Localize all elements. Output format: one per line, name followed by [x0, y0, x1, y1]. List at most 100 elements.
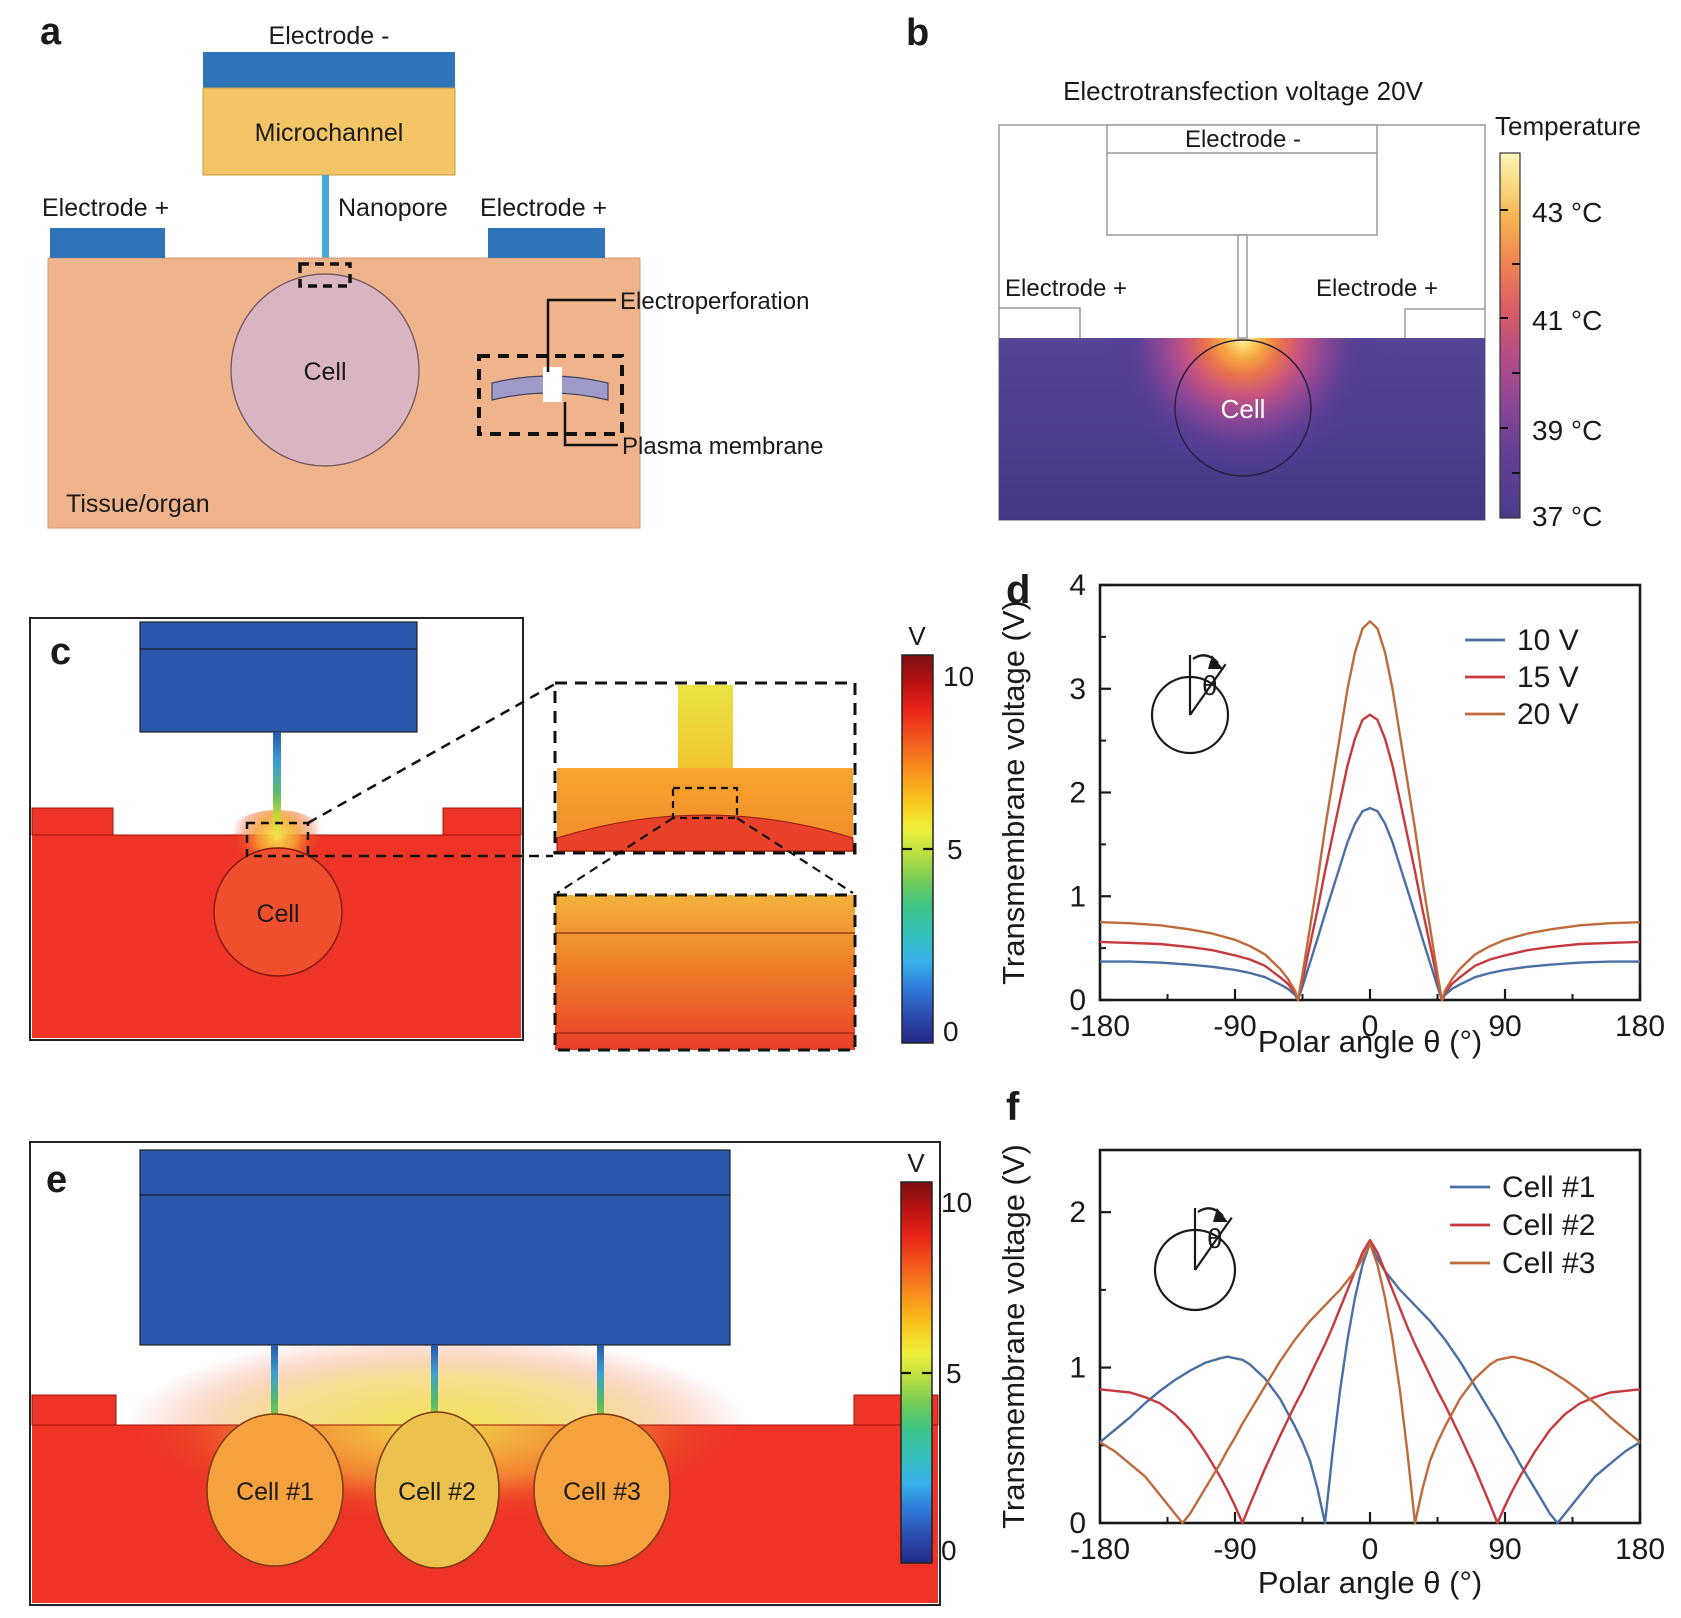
inset-1: [553, 681, 857, 855]
y-tick-label: 2: [1069, 1196, 1086, 1229]
x-tick-label: -90: [1213, 1533, 1256, 1566]
temp-tick-37: 37 °C: [1532, 501, 1602, 532]
theta-inset-radius: [1194, 1216, 1233, 1271]
panel-d-chart: d -180 -90 0 90 180 0 1 2 3 4 10 V 15 V 20 V Polar ang…: [996, 568, 1665, 1059]
electrode-pos-right-label: Electrode +: [1316, 275, 1438, 302]
inset2-dashed-border: [553, 893, 857, 1052]
y-tick-label: 0: [1069, 984, 1086, 1017]
cell-label: Cell: [1221, 394, 1266, 424]
series-10-v: [1100, 806, 1640, 1002]
temperature-colorbar: [1499, 152, 1521, 519]
x-axis-label: Polar angle θ (°): [1258, 1024, 1482, 1059]
tissue-label: Tissue/organ: [66, 490, 210, 518]
x-tick-label: 0: [1362, 1010, 1379, 1043]
inset1-dashed-border: [553, 681, 857, 855]
nanopore-contact-dashed-box: [298, 262, 352, 288]
voltage-colorbar-title: V: [907, 1148, 925, 1178]
microchannel-shape: [202, 87, 456, 176]
cell-shape: [213, 847, 343, 977]
temperature-colorbar-ticks: [1500, 209, 1520, 474]
theta-inset-label: θ: [1202, 670, 1218, 701]
series-15-v: [1099, 713, 1641, 1002]
zoom-region-dashed-box: [245, 821, 310, 858]
panel-e-label: e: [46, 1159, 67, 1201]
y-tick-label: 0: [1069, 1507, 1086, 1540]
cell-2-label: Cell #2: [398, 1478, 476, 1506]
v-tick-5: 5: [947, 834, 963, 865]
legend-label: 15 V: [1517, 661, 1579, 694]
cell-3-shape: [533, 1413, 671, 1567]
panel-letter: d: [1006, 568, 1030, 612]
nanochannel-2: [431, 1345, 438, 1425]
electrode-neg-outline: [1106, 124, 1378, 236]
x-tick-label: -180: [1070, 1533, 1130, 1566]
inset1-zoom-box: [671, 786, 739, 820]
panel-a: a Electrode - Microchannel Nanopore Elec…: [40, 11, 823, 529]
microchannel-label: Microchannel: [255, 119, 404, 147]
panel-b: b Electrotransfection voltage 20V Electr…: [906, 12, 1641, 532]
voltage-colorbar-title: V: [908, 621, 926, 651]
plasma-membrane-label: Plasma membrane: [622, 433, 823, 460]
y-axis-label: Transmembrane voltage (V): [996, 1144, 1031, 1529]
y-tick-label: 3: [1069, 673, 1086, 706]
electrode-pos-right-notch: [1404, 308, 1485, 338]
nanochannel-outline: [1237, 234, 1248, 339]
x-axis-label: Polar angle θ (°): [1258, 1565, 1482, 1600]
plot-border: [1098, 1148, 1642, 1525]
v-tick-10: 10: [943, 661, 974, 692]
legend-label: Cell #1: [1502, 1171, 1595, 1204]
panel-e: e Cell #1 Cell #2 Cell #3 V 10 5 0: [29, 1141, 972, 1606]
panel-letter: f: [1006, 1085, 1020, 1129]
theta-inset-arrowhead: [1208, 655, 1223, 669]
inset2-gradient: [555, 895, 855, 1050]
membrane-inset-dashed-box: [477, 354, 624, 436]
x-tick-label: 0: [1362, 1533, 1379, 1566]
electrode-neg-shape: [203, 52, 455, 88]
electroperforation-gap: [543, 367, 562, 402]
microchannel-block: [139, 621, 418, 733]
inset2-connector-left: [556, 817, 674, 894]
y-tick-label: 1: [1069, 880, 1086, 913]
plasma-membrane-connector: [563, 402, 618, 447]
temp-tick-39: 39 °C: [1532, 415, 1602, 446]
panel-b-label: b: [906, 12, 929, 54]
inset-2: [553, 893, 857, 1052]
y-tick-label: 1: [1069, 1352, 1086, 1385]
legend-label: 10 V: [1517, 624, 1579, 657]
panel-a-label: a: [40, 11, 62, 53]
cell-label: Cell: [303, 358, 346, 386]
electrode-pos-left-notch: [999, 307, 1081, 338]
nanochannel-1: [271, 1345, 278, 1425]
nanochannel-gradient: [273, 732, 281, 835]
x-tick-label: -90: [1213, 1010, 1256, 1043]
temp-tick-43: 43 °C: [1532, 197, 1602, 228]
series-20-v: [1099, 620, 1641, 1002]
x-tick-label: 180: [1615, 1533, 1665, 1566]
electrode-neg-label: Electrode -: [269, 22, 390, 50]
nanopore-shape: [322, 175, 329, 270]
panel-f-chart: f -180 -90 0 90 180 0 1 2 Cell #1 Cell #2 Cell #3 Po…: [996, 1085, 1665, 1600]
electrode-pos-right-shape: [488, 228, 605, 258]
electrode-right-shape: [442, 807, 522, 836]
electroperforation-label: Electroperforation: [620, 288, 809, 315]
tissue-hotspot: [999, 338, 1485, 520]
v-tick-0: 0: [941, 1535, 957, 1566]
nanopore-label: Nanopore: [338, 194, 448, 222]
y-tick-label: 2: [1069, 777, 1086, 810]
theta-inset-label: θ: [1207, 1223, 1223, 1254]
panel-c: c Cell V 10: [29, 617, 974, 1052]
v-tick-10: 10: [941, 1187, 972, 1218]
x-tick-label: 180: [1615, 1010, 1665, 1043]
cell-shape: [230, 273, 420, 467]
microchannel-block: [139, 1149, 731, 1346]
inset2-connector-right: [736, 817, 854, 894]
electrode-neg-label: Electrode -: [1185, 126, 1301, 153]
temperature-colorbar-title: Temperature: [1495, 111, 1641, 141]
legend-label: Cell #2: [1502, 1209, 1595, 1242]
legend-label: Cell #3: [1502, 1247, 1595, 1280]
electrode-left-shape: [31, 1394, 117, 1426]
cell-2-shape: [374, 1411, 500, 1569]
electrode-left-shape: [31, 807, 114, 836]
series-cell-#1: [1099, 1242, 1641, 1525]
